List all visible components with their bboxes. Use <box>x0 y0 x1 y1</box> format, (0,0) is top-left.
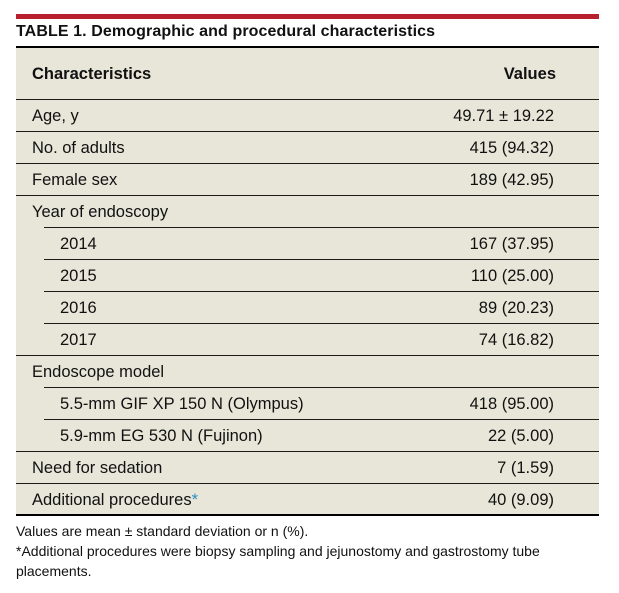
row-value: 167 (37.95) <box>469 234 554 253</box>
row-label: Age, y <box>32 106 79 125</box>
table-group-row: Year of endoscopy <box>16 196 599 228</box>
row-label: No. of adults <box>32 138 125 157</box>
row-value: 7 (1.59) <box>497 458 554 477</box>
row-label: 2016 <box>60 298 97 317</box>
table-row: 5.5-mm GIF XP 150 N (Olympus) 418 (95.00… <box>16 388 599 420</box>
table-title: TABLE 1. Demographic and procedural char… <box>16 23 436 40</box>
title-rule <box>16 46 599 48</box>
row-label: Year of endoscopy <box>32 202 169 221</box>
row-label: Endoscope model <box>32 362 165 381</box>
table-header: Characteristics Values <box>16 48 599 100</box>
accent-bar <box>16 14 599 19</box>
row-label: 2014 <box>60 234 97 253</box>
row-label: 5.9-mm EG 530 N (Fujinon) <box>60 426 263 445</box>
row-label: 2017 <box>60 330 97 349</box>
table-row: Female sex 189 (42.95) <box>16 164 599 196</box>
footnote-2: *Additional procedures were biopsy sampl… <box>16 543 540 579</box>
row-rule <box>44 323 599 325</box>
table-row: 2015 110 (25.00) <box>16 260 599 292</box>
table-row: Need for sedation 7 (1.59) <box>16 452 599 484</box>
table-row: No. of adults 415 (94.32) <box>16 132 599 164</box>
row-rule <box>16 195 599 197</box>
footnote-1: Values are mean ± standard deviation or … <box>16 523 309 539</box>
header-rule <box>16 99 599 101</box>
row-rule <box>16 451 599 453</box>
row-label: 5.5-mm GIF XP 150 N (Olympus) <box>60 394 304 413</box>
table-footnotes: Values are mean ± standard deviation or … <box>16 521 599 581</box>
table-row: 2014 167 (37.95) <box>16 228 599 260</box>
row-value: 415 (94.32) <box>469 138 554 157</box>
row-label: Female sex <box>32 170 118 189</box>
table-bottom-rule <box>16 514 599 516</box>
table-row: 2017 74 (16.82) <box>16 324 599 356</box>
header-values: Values <box>503 64 556 83</box>
table-row: 2016 89 (20.23) <box>16 292 599 324</box>
table-group-row: Endoscope model <box>16 356 599 388</box>
row-value: 22 (5.00) <box>487 426 554 445</box>
header-characteristics: Characteristics <box>32 64 152 83</box>
row-rule <box>44 387 599 389</box>
row-value: 74 (16.82) <box>478 330 554 349</box>
row-rule <box>44 227 599 229</box>
row-value: 418 (95.00) <box>469 394 554 413</box>
row-value: 89 (20.23) <box>478 298 554 317</box>
row-value: 40 (9.09) <box>487 490 554 509</box>
row-rule <box>16 355 599 357</box>
row-rule <box>44 259 599 261</box>
row-rule <box>16 131 599 133</box>
row-value: 49.71 ± 19.22 <box>453 106 554 125</box>
row-label: 2015 <box>60 266 97 285</box>
row-label: Need for sedation <box>32 458 163 477</box>
row-rule <box>16 483 599 485</box>
footnote-marker[interactable]: * <box>191 490 199 509</box>
row-label: Additional procedures* <box>32 491 198 510</box>
row-rule <box>16 163 599 165</box>
row-rule <box>44 291 599 293</box>
row-value: 189 (42.95) <box>469 170 554 189</box>
row-rule <box>44 419 599 421</box>
table-row: 5.9-mm EG 530 N (Fujinon) 22 (5.00) <box>16 420 599 452</box>
table-row: Age, y 49.71 ± 19.22 <box>16 100 599 132</box>
row-label-text: Additional procedures <box>32 490 192 509</box>
table-row: Additional procedures* 40 (9.09) <box>16 484 599 516</box>
row-value: 110 (25.00) <box>470 266 554 285</box>
table <box>16 48 599 515</box>
